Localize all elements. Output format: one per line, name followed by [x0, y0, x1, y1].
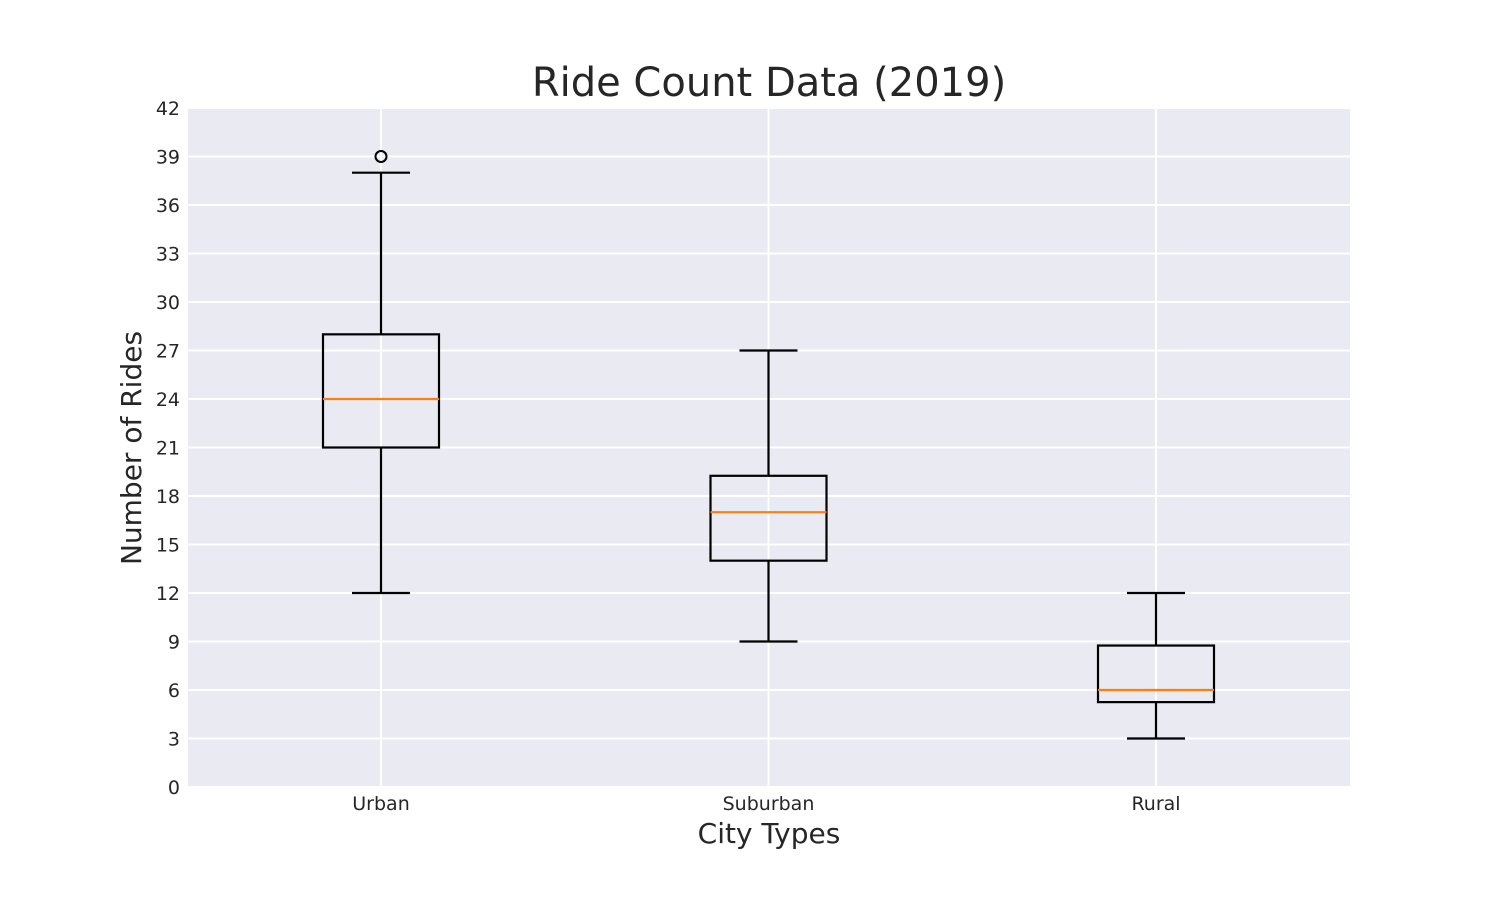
y-tick-label: 6 [168, 680, 180, 702]
iqr-box [321, 333, 441, 449]
y-tick-label: 12 [156, 583, 180, 605]
y-tick-label: 3 [168, 729, 180, 751]
x-axis-label: City Types [698, 817, 841, 850]
y-axis-label: Number of Rides [115, 331, 148, 565]
x-tick-label: Urban [352, 793, 409, 815]
chart-title: Ride Count Data (2019) [532, 60, 1006, 106]
y-tick-label: 18 [156, 486, 180, 508]
y-tick-label: 9 [168, 632, 180, 654]
y-tick-label: 36 [156, 195, 180, 217]
outlier-point [374, 150, 388, 163]
boxes [321, 150, 1216, 740]
y-tick-label: 27 [156, 341, 180, 363]
x-tick-label: Suburban [723, 793, 815, 815]
y-tick-label: 33 [156, 244, 180, 266]
y-tick-label: 0 [168, 777, 180, 799]
y-tick-label: 21 [156, 438, 180, 460]
y-tick-label: 39 [156, 147, 180, 169]
box-urban [321, 150, 441, 595]
box-rural [1096, 591, 1216, 740]
y-tick-label: 15 [156, 535, 180, 557]
x-axis-ticks: Urban Suburban Rural [352, 793, 1180, 815]
x-tick-label: Rural [1131, 793, 1180, 815]
box-suburban [709, 349, 828, 643]
y-tick-label: 42 [156, 98, 180, 120]
iqr-box [1096, 644, 1216, 704]
y-tick-label: 30 [156, 292, 180, 314]
y-tick-label: 24 [156, 389, 180, 411]
iqr-box [709, 474, 828, 562]
